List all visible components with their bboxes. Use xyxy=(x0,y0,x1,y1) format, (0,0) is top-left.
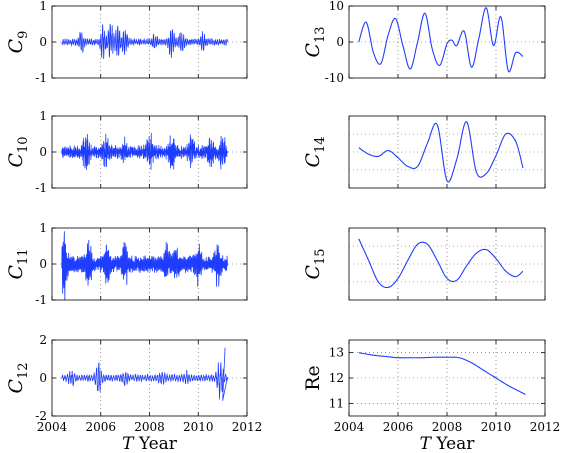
series-line-C14 xyxy=(358,121,524,183)
x-axis-label: T Year xyxy=(122,434,178,453)
x-tick-label: 2010 xyxy=(183,420,214,434)
y-axis-label-C11: C11 xyxy=(5,248,31,279)
y-tick-label: 1 xyxy=(39,109,47,123)
y-axis-label-C14: C14 xyxy=(302,136,328,167)
x-tick-label: 2010 xyxy=(481,420,512,434)
y-tick-label: 1 xyxy=(39,0,47,13)
series-line-C9 xyxy=(61,23,228,59)
y-tick-label: -2 xyxy=(35,409,47,423)
series-line-C11 xyxy=(61,231,228,300)
x-tick-label: 2012 xyxy=(530,420,561,434)
panel-C15: C15 xyxy=(302,227,546,301)
y-tick-label: 1 xyxy=(39,221,47,235)
y-tick-label: -1 xyxy=(35,293,47,307)
panel-C9: -1 0 1 C9 xyxy=(5,0,248,85)
x-tick-label: 2006 xyxy=(85,420,116,434)
y-tick-label: -1 xyxy=(35,71,47,85)
y-tick-label: 2 xyxy=(39,333,47,347)
series-line-C10 xyxy=(61,133,228,170)
x-tick-label: 2008 xyxy=(134,420,165,434)
series-line-Re xyxy=(358,352,526,395)
series-line-C13 xyxy=(358,7,524,73)
y-axis-label-C12: C12 xyxy=(5,362,31,393)
y-tick-label: 11 xyxy=(329,396,344,410)
x-tick-label: 2006 xyxy=(383,420,414,434)
y-tick-label: 13 xyxy=(329,346,344,360)
y-tick-label: -10 xyxy=(325,71,344,85)
y-axis-label-C10: C10 xyxy=(5,136,31,167)
x-tick-label: 2004 xyxy=(37,420,68,434)
y-tick-label: 0 xyxy=(336,35,344,49)
x-axis-label: T Year xyxy=(420,434,476,453)
y-axis-label-C9: C9 xyxy=(5,31,31,54)
x-tick-label: 2004 xyxy=(334,420,365,434)
panel-C10: -1 0 1 C10 xyxy=(5,109,248,195)
panel-Re: 2004 2006 2008 2010 2012 11 12 13 Re xyxy=(302,339,561,434)
y-tick-label: 12 xyxy=(329,371,344,385)
y-tick-label: 10 xyxy=(329,0,344,13)
y-tick-label: 0 xyxy=(39,145,47,159)
x-tick-label: 2008 xyxy=(432,420,463,434)
y-axis-label-Re: Re xyxy=(302,365,324,391)
panel-C14: C14 xyxy=(302,115,546,189)
y-tick-label: -1 xyxy=(35,181,47,195)
series-line-C12 xyxy=(61,347,228,401)
y-tick-label: 0 xyxy=(39,35,47,49)
series-line-C15 xyxy=(358,238,524,289)
y-axis-label-C13: C13 xyxy=(302,26,328,57)
x-tick-label: 2012 xyxy=(232,420,263,434)
y-axis-label-C15: C15 xyxy=(302,248,328,279)
y-tick-label: 0 xyxy=(39,257,47,271)
panel-C11: -1 0 1 C11 xyxy=(5,221,248,307)
y-tick-label: 0 xyxy=(39,371,47,385)
panel-C12: 2004 2006 2008 2010 2012 -2 0 2 C12 xyxy=(5,333,262,434)
